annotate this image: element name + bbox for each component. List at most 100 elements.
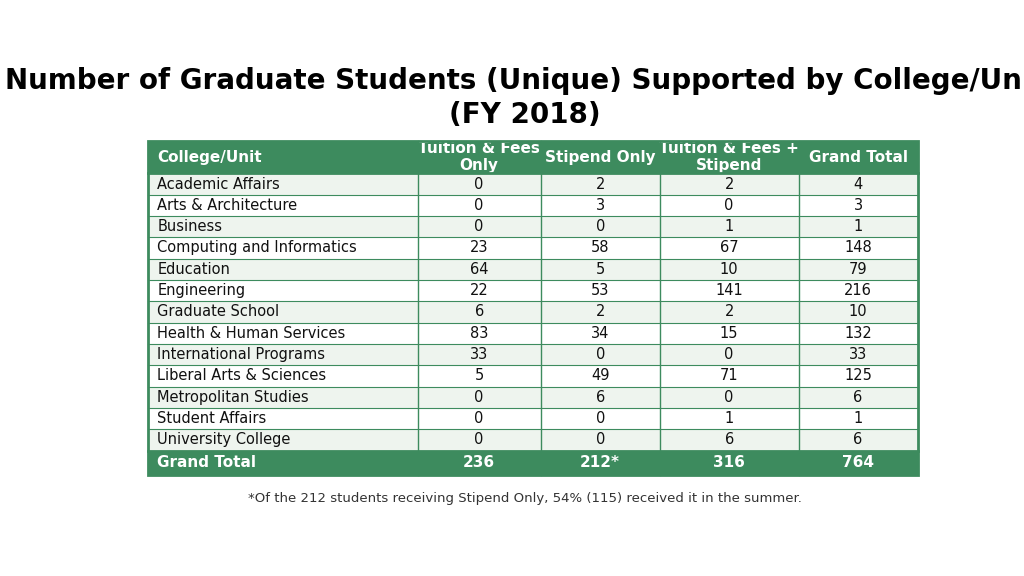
Text: 0: 0 xyxy=(474,390,484,405)
Text: 1: 1 xyxy=(725,411,734,426)
Bar xyxy=(147,386,418,408)
Bar xyxy=(147,195,418,216)
Text: 212*: 212* xyxy=(581,455,621,470)
Bar xyxy=(659,429,799,450)
Bar xyxy=(147,450,418,475)
Bar xyxy=(799,237,918,259)
Text: 58: 58 xyxy=(591,240,609,256)
Bar xyxy=(799,280,918,301)
Text: 49: 49 xyxy=(591,369,609,384)
Text: 236: 236 xyxy=(463,455,496,470)
Bar xyxy=(418,408,541,429)
Bar xyxy=(799,301,918,323)
Bar xyxy=(799,450,918,475)
Text: 6: 6 xyxy=(725,433,734,448)
Text: 79: 79 xyxy=(849,262,867,277)
Text: Health & Human Services: Health & Human Services xyxy=(158,326,346,341)
Bar xyxy=(541,323,659,344)
Text: 1: 1 xyxy=(725,219,734,234)
Bar xyxy=(418,323,541,344)
Text: International Programs: International Programs xyxy=(158,347,326,362)
Text: 1: 1 xyxy=(853,411,863,426)
Text: Number of Graduate Students (Unique) Supported by College/Unit
(FY 2018): Number of Graduate Students (Unique) Sup… xyxy=(5,67,1024,129)
Text: 0: 0 xyxy=(724,347,734,362)
Text: 216: 216 xyxy=(844,283,872,298)
Bar xyxy=(147,301,418,323)
Bar xyxy=(659,216,799,237)
Bar xyxy=(799,141,918,173)
Text: Grand Total: Grand Total xyxy=(158,455,256,470)
Bar xyxy=(541,301,659,323)
Bar xyxy=(418,173,541,195)
Bar xyxy=(799,195,918,216)
Bar xyxy=(799,216,918,237)
Bar xyxy=(541,386,659,408)
Bar xyxy=(418,450,541,475)
Text: 33: 33 xyxy=(470,347,488,362)
Bar xyxy=(659,237,799,259)
Bar xyxy=(147,173,418,195)
Text: 2: 2 xyxy=(596,305,605,320)
Text: 764: 764 xyxy=(842,455,874,470)
Bar xyxy=(659,323,799,344)
Bar xyxy=(418,386,541,408)
Bar xyxy=(147,323,418,344)
Bar xyxy=(799,173,918,195)
Text: 0: 0 xyxy=(474,219,484,234)
Bar xyxy=(541,173,659,195)
Bar xyxy=(541,237,659,259)
Bar xyxy=(799,408,918,429)
Text: Arts & Architecture: Arts & Architecture xyxy=(158,198,298,213)
Bar xyxy=(541,280,659,301)
Bar xyxy=(418,280,541,301)
Bar xyxy=(541,216,659,237)
Text: Tuition & Fees +
Stipend: Tuition & Fees + Stipend xyxy=(659,141,799,173)
Text: 316: 316 xyxy=(713,455,745,470)
Bar xyxy=(147,429,418,450)
Bar xyxy=(659,386,799,408)
Text: 132: 132 xyxy=(844,326,872,341)
Text: 2: 2 xyxy=(596,176,605,191)
Text: 10: 10 xyxy=(849,305,867,320)
Bar xyxy=(659,141,799,173)
Text: Education: Education xyxy=(158,262,230,277)
Bar xyxy=(659,301,799,323)
Bar xyxy=(541,365,659,386)
Bar xyxy=(418,237,541,259)
Bar xyxy=(147,344,418,365)
Text: *Of the 212 students receiving Stipend Only, 54% (115) received it in the summer: *Of the 212 students receiving Stipend O… xyxy=(248,492,802,505)
Bar xyxy=(541,141,659,173)
Bar xyxy=(147,408,418,429)
Text: 64: 64 xyxy=(470,262,488,277)
Bar xyxy=(418,195,541,216)
Text: 0: 0 xyxy=(596,433,605,448)
Bar xyxy=(659,195,799,216)
Text: 125: 125 xyxy=(844,369,872,384)
Text: 0: 0 xyxy=(724,390,734,405)
Text: Tuition & Fees
Only: Tuition & Fees Only xyxy=(418,141,540,173)
Text: 0: 0 xyxy=(724,198,734,213)
Bar xyxy=(147,365,418,386)
Bar xyxy=(418,429,541,450)
Bar xyxy=(147,259,418,280)
Text: 4: 4 xyxy=(853,176,863,191)
Text: 6: 6 xyxy=(474,305,483,320)
Bar xyxy=(147,141,418,173)
Text: 2: 2 xyxy=(724,176,734,191)
Bar xyxy=(659,450,799,475)
Text: 53: 53 xyxy=(591,283,609,298)
Text: 0: 0 xyxy=(474,176,484,191)
Text: Student Affairs: Student Affairs xyxy=(158,411,266,426)
Bar xyxy=(541,195,659,216)
Bar xyxy=(659,173,799,195)
Text: 0: 0 xyxy=(596,347,605,362)
Bar xyxy=(541,429,659,450)
Text: 0: 0 xyxy=(474,433,484,448)
Bar xyxy=(799,429,918,450)
Bar xyxy=(418,259,541,280)
Text: Business: Business xyxy=(158,219,222,234)
Bar xyxy=(541,450,659,475)
Bar xyxy=(147,237,418,259)
Bar xyxy=(799,323,918,344)
Bar xyxy=(659,259,799,280)
